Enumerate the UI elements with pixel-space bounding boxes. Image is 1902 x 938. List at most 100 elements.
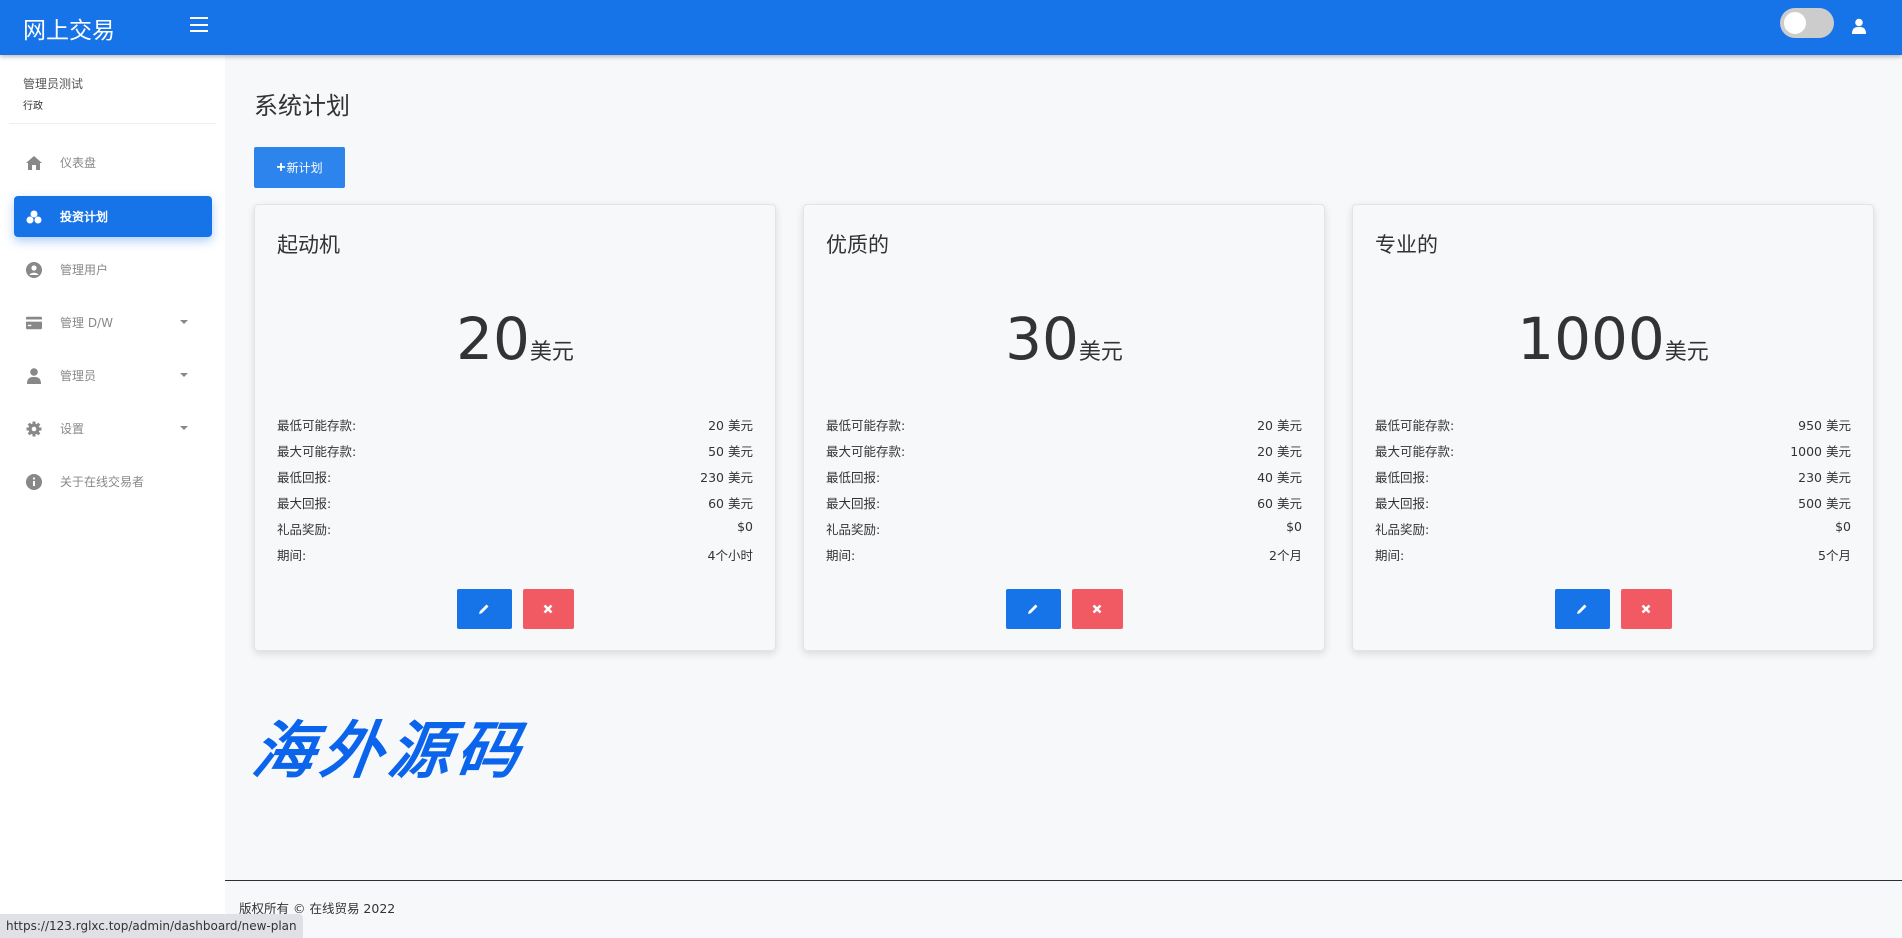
plan-card: 专业的 1000美元 最低可能存款: 950 美元 最大可能存款: 1000 美元 最低…: [1352, 204, 1874, 651]
plan-name: 专业的: [1375, 233, 1438, 257]
detail-value: 20 美元: [1257, 418, 1302, 433]
sidebar: 管理员测试 行政 仪表盘 投资计划 管理用户 管理 D/W 管理员 设置 关于在…: [0, 55, 225, 938]
plan-actions: [255, 589, 775, 629]
detail-label: 最低可能存款:: [277, 418, 357, 433]
plan-name: 优质的: [826, 233, 889, 257]
sidebar-item-investment-plans[interactable]: 投资计划: [14, 196, 212, 237]
detail-label: 最大可能存款:: [277, 444, 357, 459]
sidebar-item-settings[interactable]: 设置: [14, 408, 212, 449]
plan-detail-row: 最低可能存款: 20 美元: [826, 415, 1302, 441]
user-name: 管理员测试: [23, 77, 84, 91]
close-icon: [543, 604, 553, 614]
page-title: 系统计划: [254, 92, 350, 120]
detail-value: 5个月: [1818, 548, 1851, 563]
detail-label: 最大回报:: [277, 496, 332, 511]
detail-label: 最大可能存款:: [1375, 444, 1455, 459]
sidebar-item-manage-dw[interactable]: 管理 D/W: [14, 302, 212, 343]
cubes-icon: [26, 209, 42, 225]
user-circle-icon: [26, 261, 42, 278]
plan-detail-row: 最大回报: 60 美元: [826, 493, 1302, 519]
caret-down-icon: [180, 426, 188, 430]
user-icon: [26, 367, 42, 384]
edit-plan-button[interactable]: [1005, 589, 1061, 629]
price-amount: 30: [1005, 305, 1079, 373]
plan-details: 最低可能存款: 950 美元最大可能存款: 1000 美元最低回报: 230 美元最大…: [1375, 415, 1851, 571]
detail-label: 最低可能存款:: [1375, 418, 1455, 433]
detail-label: 期间:: [277, 548, 307, 563]
detail-label: 最低回报:: [1375, 470, 1430, 485]
plan-detail-row: 最大可能存款: 50 美元: [277, 441, 753, 467]
sidebar-item-label: 管理用户: [60, 263, 109, 277]
detail-value: 1000 美元: [1790, 444, 1851, 459]
sidebar-item-dashboard[interactable]: 仪表盘: [14, 142, 212, 183]
user-icon[interactable]: [1852, 18, 1866, 34]
detail-value: 230 美元: [1798, 470, 1851, 485]
detail-label: 礼品奖励:: [277, 522, 332, 537]
top-header: 网上交易: [0, 0, 1902, 55]
price-currency: 美元: [1664, 340, 1709, 365]
new-plan-label: 新计划: [286, 161, 323, 175]
sidebar-item-label: 管理员: [60, 369, 97, 383]
plan-details: 最低可能存款: 20 美元 最大可能存款: 20 美元 最低回报: 40 美元 最大回报: 6…: [826, 415, 1302, 571]
detail-value: 230 美元: [700, 470, 753, 485]
sidebar-item-manage-users[interactable]: 管理用户: [14, 249, 212, 290]
plan-detail-row: 期间: 5个月: [1375, 545, 1851, 571]
pencil-icon: [479, 604, 489, 614]
detail-label: 最低回报:: [826, 470, 881, 485]
plan-detail-row: 礼品奖励: $0: [826, 519, 1302, 545]
detail-value: $0: [1835, 519, 1851, 534]
detail-label: 期间:: [1375, 548, 1405, 563]
price-amount: 1000: [1517, 305, 1665, 373]
plan-price: 20美元: [255, 305, 775, 373]
delete-plan-button[interactable]: [522, 589, 574, 629]
plan-detail-row: 最低回报: 40 美元: [826, 467, 1302, 493]
info-icon: [26, 473, 42, 490]
plan-card: 起动机 20美元 最低可能存款: 20 美元最大可能存款: 50 美元最低回报: 23…: [254, 204, 776, 651]
brand-logo[interactable]: 网上交易: [23, 18, 115, 44]
plan-name: 起动机: [277, 233, 340, 257]
price-currency: 美元: [529, 340, 574, 365]
sidebar-item-admins[interactable]: 管理员: [14, 355, 212, 396]
plan-detail-row: 最大回报: 60 美元: [277, 493, 753, 519]
close-icon: [1641, 604, 1651, 614]
sidebar-item-label: 关于在线交易者: [60, 475, 145, 489]
plan-detail-row: 期间: 2个月: [826, 545, 1302, 571]
gear-icon: [26, 421, 42, 437]
theme-toggle[interactable]: [1780, 8, 1834, 38]
new-plan-button[interactable]: + 新计划: [254, 147, 345, 188]
detail-value: 2个月: [1269, 548, 1302, 563]
detail-label: 最大回报:: [1375, 496, 1430, 511]
plan-price: 30美元: [804, 305, 1324, 373]
credit-card-icon: [26, 315, 42, 331]
divider: [9, 123, 216, 124]
sidebar-item-label: 仪表盘: [60, 156, 97, 170]
sidebar-item-label: 设置: [60, 422, 85, 436]
edit-plan-button[interactable]: [456, 589, 512, 629]
detail-label: 最低可能存款:: [826, 418, 906, 433]
plan-detail-row: 礼品奖励: $0: [277, 519, 753, 545]
detail-label: 最低回报:: [277, 470, 332, 485]
caret-down-icon: [180, 373, 188, 377]
sidebar-item-label: 管理 D/W: [60, 316, 113, 330]
status-bar-url: https://123.rglxc.top/admin/dashboard/ne…: [0, 914, 303, 938]
plan-detail-row: 最低可能存款: 20 美元: [277, 415, 753, 441]
detail-value: 40 美元: [1257, 470, 1302, 485]
detail-label: 礼品奖励:: [826, 522, 881, 537]
detail-label: 期间:: [826, 548, 856, 563]
detail-value: 60 美元: [708, 496, 753, 511]
delete-plan-button[interactable]: [1620, 589, 1672, 629]
edit-plan-button[interactable]: [1554, 589, 1610, 629]
sidebar-item-about[interactable]: 关于在线交易者: [14, 461, 212, 502]
plan-price: 1000美元: [1353, 305, 1873, 373]
close-icon: [1092, 604, 1102, 614]
sidebar-item-label: 投资计划: [60, 210, 109, 224]
price-currency: 美元: [1078, 340, 1123, 365]
detail-value: 20 美元: [708, 418, 753, 433]
home-icon: [26, 155, 42, 171]
delete-plan-button[interactable]: [1071, 589, 1123, 629]
menu-toggle-icon[interactable]: [190, 17, 208, 32]
detail-value: $0: [1286, 519, 1302, 534]
detail-value: 500 美元: [1798, 496, 1851, 511]
plan-detail-row: 最低可能存款: 950 美元: [1375, 415, 1851, 441]
pencil-icon: [1577, 604, 1587, 614]
